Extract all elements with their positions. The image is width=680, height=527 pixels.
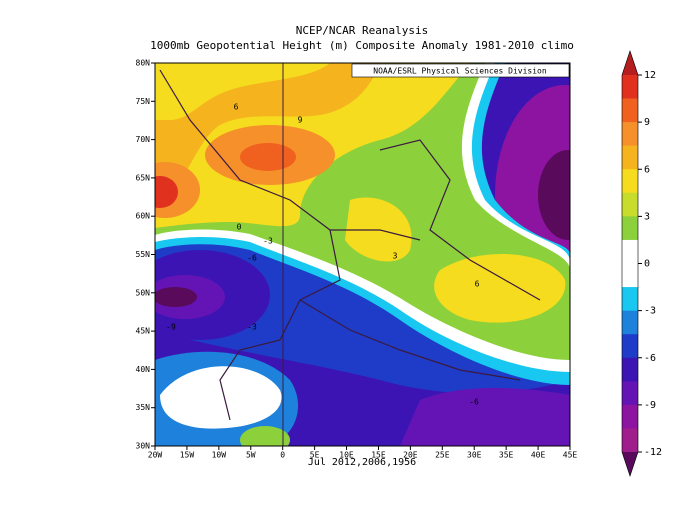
map-field <box>155 63 570 446</box>
y-tick-label: 55N <box>136 250 151 259</box>
colorbar-segment <box>622 98 638 123</box>
contour-label: 6 <box>475 280 480 289</box>
colorbar-tick-label: 3 <box>644 211 650 222</box>
colorbar-tick-label: 12 <box>644 70 656 81</box>
x-tick-label: 10E <box>339 451 354 460</box>
colorbar-segment <box>622 122 638 146</box>
subtitle: 1000mb Geopotential Height (m) Composite… <box>150 39 574 52</box>
contour-label: 6 <box>234 103 239 112</box>
y-tick-label: 70N <box>136 135 151 144</box>
contour-label: -3 <box>263 237 273 246</box>
x-tick-label: 25E <box>435 451 450 460</box>
axis-ticks: 20W 15W 10W 5W 0 5E 10E 15E 20E 25E 30E 35E 40E 45E 80… <box>136 59 578 460</box>
x-tick-label: 35E <box>499 451 514 460</box>
field-band <box>160 366 282 429</box>
colorbar-segment <box>622 145 638 170</box>
field-band <box>538 150 570 240</box>
contour-label: -6 <box>247 254 257 263</box>
colorbar-tick-label: -12 <box>644 447 662 458</box>
contour-label: 3 <box>393 252 398 261</box>
y-tick-label: 50N <box>136 288 151 297</box>
field-band <box>434 253 566 323</box>
colorbar-tick-label: 6 <box>644 164 650 175</box>
y-tick-label: 40N <box>136 365 151 374</box>
x-tick-label: 45E <box>563 451 578 460</box>
colorbar: 12 9 6 3 0 -3 -6 -9 -12 <box>621 50 662 477</box>
colorbar-segment <box>622 192 638 217</box>
colorbar-tick-label: 0 <box>644 259 650 270</box>
field-band <box>240 426 290 446</box>
x-tick-label: 5E <box>310 451 320 460</box>
colorbar-bottom <box>622 452 638 476</box>
colorbar-segment <box>622 381 638 406</box>
field-band <box>155 63 330 120</box>
contour-label: 9 <box>298 116 303 125</box>
colorbar-tick-label: -9 <box>644 400 656 411</box>
credit: NOAA/ESRL Physical Sciences Division <box>373 67 547 76</box>
colorbar-segment <box>622 75 638 99</box>
colorbar-segment <box>622 169 638 194</box>
colorbar-segment <box>622 216 638 241</box>
field-band <box>155 176 178 208</box>
field-band <box>240 143 296 171</box>
y-tick-label: 60N <box>136 212 151 221</box>
contour-label: -6 <box>469 398 479 407</box>
colorbar-segment <box>622 334 638 359</box>
y-tick-label: 65N <box>136 173 151 182</box>
colorbar-segment <box>622 428 638 453</box>
x-label: Jul 2012,2006,1956 <box>308 457 416 468</box>
colorbar-tick-label: -3 <box>644 306 656 317</box>
contour-labels: 6 9 0 -3 -6 -9 -3 3 6 -6 <box>166 103 479 407</box>
colorbar-segment <box>622 239 638 264</box>
x-tick-label: 30E <box>467 451 482 460</box>
y-tick-label: 80N <box>136 59 151 68</box>
x-tick-label: 20E <box>403 451 418 460</box>
field-band <box>400 388 570 446</box>
field-band <box>155 287 197 307</box>
x-tick-label: 10W <box>212 451 227 460</box>
colorbar-tick-label: 9 <box>644 117 650 128</box>
x-tick-label: 0 <box>280 451 285 460</box>
colorbar-segment <box>622 310 638 335</box>
field-band <box>155 63 380 210</box>
contour-label: -3 <box>247 323 257 332</box>
colorbar-segment <box>622 287 638 311</box>
y-tick-label: 30N <box>136 442 151 451</box>
colorbar-top <box>622 51 638 75</box>
colorbar-segment <box>622 357 638 382</box>
coastline <box>159 69 541 421</box>
credit-box <box>351 63 570 78</box>
x-tick-label: 15E <box>371 451 386 460</box>
y-tick-label: 35N <box>136 403 151 412</box>
y-tick-label: 75N <box>136 97 151 106</box>
x-tick-label: 5W <box>246 451 256 460</box>
contour-label: -9 <box>166 323 176 332</box>
y-tick-label: 45N <box>136 327 151 336</box>
colorbar-segment <box>622 263 638 288</box>
x-tick-label: 40E <box>531 451 546 460</box>
colorbar-tick-label: -6 <box>644 353 656 364</box>
x-tick-label: 20W <box>148 451 163 460</box>
colorbar-segment <box>622 404 638 429</box>
x-tick-label: 15W <box>180 451 195 460</box>
title: NCEP/NCAR Reanalysis <box>296 24 428 37</box>
contour-label: 0 <box>237 223 242 232</box>
